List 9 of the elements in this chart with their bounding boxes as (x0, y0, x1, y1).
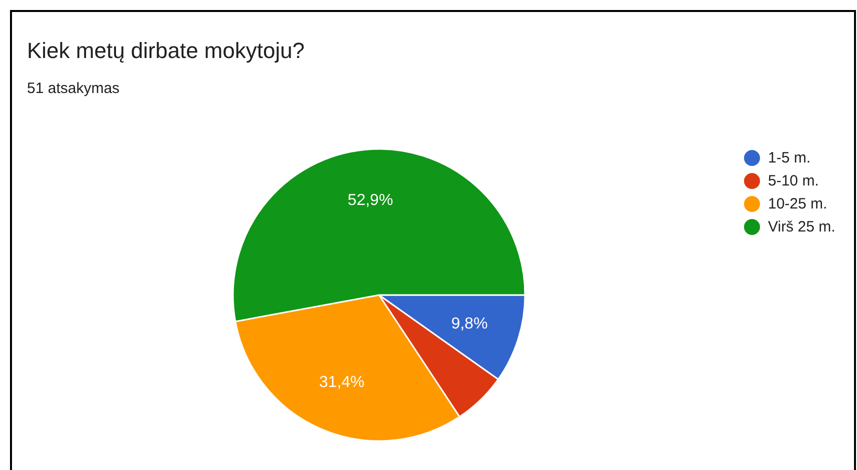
text: 51 atsakymas (27, 80, 120, 97)
legend-label: Virš 25 m. (768, 218, 836, 236)
chart-title: Kiek metų dirbate mokytoju? (27, 38, 305, 63)
data-label: 31,4% (319, 374, 365, 391)
legend-label: 10-25 m. (768, 196, 828, 212)
legend-label: 1-5 m. (768, 150, 811, 166)
data-label: 9,8% (451, 315, 488, 332)
legend-label: 5-10 m. (768, 172, 819, 190)
data-label: 52,9% (348, 192, 394, 209)
